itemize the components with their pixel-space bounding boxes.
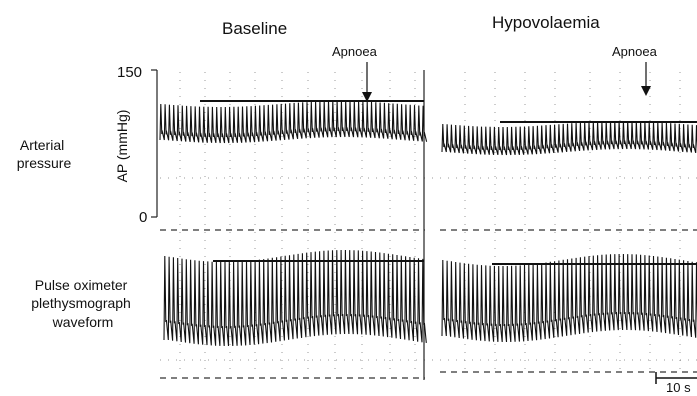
row-label-pleth: Pulse oximeter plethysmograph waveform <box>31 277 135 330</box>
apnoea-arrow-hypovolaemia <box>641 62 651 96</box>
trace-arterial-pressure-hypovolaemia <box>441 120 697 156</box>
trace-arterial-pressure-baseline <box>159 100 428 144</box>
y-axis-label: AP (mmHg) <box>114 110 130 183</box>
row-label-arterial: Arterial pressure <box>17 137 72 171</box>
row-label-pleth-line3: waveform <box>52 314 114 330</box>
y-tick-max: 150 <box>117 64 142 81</box>
row-label-arterial-line2: pressure <box>17 155 72 171</box>
scale-bar-label: 10 s <box>666 380 691 395</box>
trace-pleth-baseline <box>163 249 427 347</box>
chart-grid <box>160 72 697 372</box>
row-label-pleth-line2: plethysmograph <box>31 295 131 311</box>
apnoea-arrow-baseline <box>362 62 372 102</box>
row-label-pleth-line1: Pulse oximeter <box>35 277 128 293</box>
apnoea-label-hypovolaemia: Apnoea <box>612 44 658 59</box>
y-tick-min: 0 <box>139 209 147 226</box>
apnoea-label-baseline: Apnoea <box>332 44 378 59</box>
scale-bar <box>655 372 697 384</box>
y-axis <box>151 69 158 218</box>
panel-title-hypovolaemia: Hypovolaemia <box>492 13 600 32</box>
trace-pleth-hypovolaemia <box>441 253 697 343</box>
panel-title-baseline: Baseline <box>222 19 287 38</box>
row-label-arterial-line1: Arterial <box>20 137 64 153</box>
